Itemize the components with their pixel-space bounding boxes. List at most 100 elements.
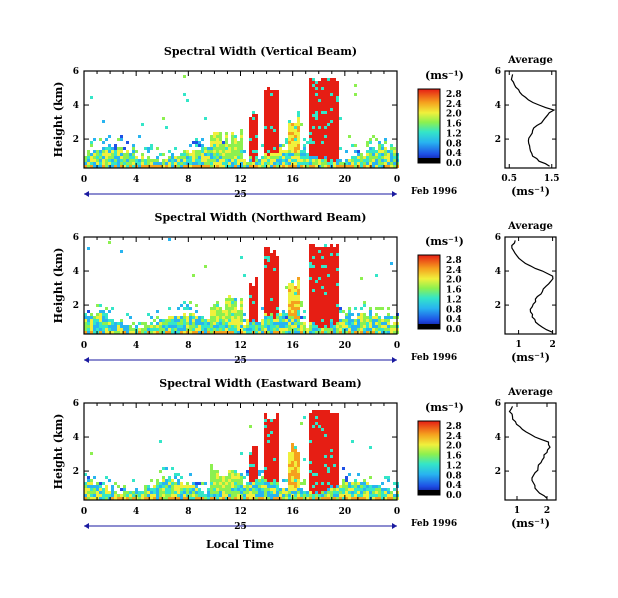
heatmap-cell	[246, 331, 249, 334]
heatmap-cell	[255, 162, 258, 165]
heatmap-cell	[369, 319, 372, 322]
heatmap-cell	[324, 99, 327, 102]
heatmap-cell	[342, 488, 345, 491]
heatmap-cell	[324, 437, 327, 440]
heatmap-cell	[375, 307, 378, 310]
heatmap-cell	[270, 298, 273, 301]
heatmap-cell	[318, 298, 321, 301]
heatmap-cell	[321, 93, 324, 96]
heatmap-cell	[309, 295, 312, 298]
heatmap-cell	[315, 93, 318, 96]
heatmap-cell	[315, 491, 318, 494]
heatmap-cell	[267, 310, 270, 313]
heatmap-cell	[330, 428, 333, 431]
heatmap-cell	[177, 497, 180, 500]
heatmap-cell	[180, 331, 183, 334]
heatmap-cell	[249, 135, 252, 138]
heatmap-cell	[372, 322, 375, 325]
heatmap-cell	[123, 156, 126, 159]
heatmap-cell	[195, 162, 198, 165]
heatmap-cell	[279, 491, 282, 494]
heatmap-cell	[318, 259, 321, 262]
heatmap-cell	[384, 153, 387, 156]
heatmap-cell	[147, 313, 150, 316]
heatmap-cell	[381, 156, 384, 159]
heatmap-cell	[264, 250, 267, 253]
heatmap-cell	[330, 322, 333, 325]
heatmap-cell	[225, 156, 228, 159]
heatmap-cell	[312, 413, 315, 416]
heatmap-cell	[294, 141, 297, 144]
heatmap-cell	[267, 491, 270, 494]
heatmap-cell	[258, 494, 261, 497]
heatmap-cell	[303, 153, 306, 156]
heatmap-cell	[312, 298, 315, 301]
heatmap-cell	[390, 262, 393, 265]
heatmap-cell	[168, 497, 171, 500]
avg-x-tick-label: 1	[514, 506, 520, 516]
heatmap-cell	[216, 328, 219, 331]
heatmap-cell	[234, 479, 237, 482]
heatmap-cell	[321, 437, 324, 440]
heatmap-cell	[324, 283, 327, 286]
heatmap-cell	[333, 331, 336, 334]
x-axis-title: Local Time	[206, 538, 274, 551]
y-axis-label: Height (km)	[52, 414, 65, 490]
heatmap-cell	[258, 328, 261, 331]
heatmap-cell	[333, 280, 336, 283]
heatmap-cell	[219, 497, 222, 500]
heatmap-cell	[111, 319, 114, 322]
heatmap-cell	[261, 156, 264, 159]
heatmap-cell	[321, 325, 324, 328]
heatmap-cell	[363, 497, 366, 500]
heatmap-cell	[111, 494, 114, 497]
heatmap-cell	[261, 482, 264, 485]
heatmap-cell	[321, 485, 324, 488]
heatmap-cell	[213, 307, 216, 310]
heatmap-cell	[186, 494, 189, 497]
heatmap-cell	[291, 491, 294, 494]
heatmap-cell	[330, 446, 333, 449]
heatmap-cell	[312, 473, 315, 476]
heatmap-cell	[156, 147, 159, 150]
heatmap-cell	[318, 283, 321, 286]
heatmap-cell	[315, 102, 318, 105]
heatmap-cell	[318, 114, 321, 117]
heatmap-cell	[117, 328, 120, 331]
heatmap-cell	[297, 331, 300, 334]
heatmap-cell	[267, 159, 270, 162]
heatmap-cell	[315, 473, 318, 476]
heatmap-cell	[300, 150, 303, 153]
heatmap-cell	[387, 156, 390, 159]
heatmap-cell	[114, 322, 117, 325]
heatmap-cell	[294, 147, 297, 150]
heatmap-cell	[255, 295, 258, 298]
heatmap-cell	[381, 491, 384, 494]
heatmap-cell	[327, 470, 330, 473]
heatmap-cell	[318, 120, 321, 123]
heatmap-cell	[354, 488, 357, 491]
heatmap-cell	[105, 159, 108, 162]
heatmap-cell	[234, 313, 237, 316]
heatmap-cell	[132, 156, 135, 159]
heatmap-cell	[291, 307, 294, 310]
heatmap-cell	[312, 497, 315, 500]
heatmap-cell	[231, 153, 234, 156]
heatmap-cell	[297, 286, 300, 289]
heatmap-cell	[228, 159, 231, 162]
heatmap-cell	[288, 301, 291, 304]
heatmap-cell	[231, 479, 234, 482]
heatmap-cell	[324, 253, 327, 256]
heatmap-cell	[330, 434, 333, 437]
heatmap-cell	[255, 461, 258, 464]
heatmap-cell	[267, 90, 270, 93]
heatmap-cell	[375, 325, 378, 328]
heatmap-cell	[327, 129, 330, 132]
avg-x-label: (ms⁻¹)	[511, 517, 550, 530]
heatmap-cell	[330, 491, 333, 494]
heatmap-cell	[324, 162, 327, 165]
heatmap-cell	[210, 325, 213, 328]
heatmap-cell	[276, 102, 279, 105]
heatmap-cell	[186, 153, 189, 156]
heatmap-cell	[225, 325, 228, 328]
